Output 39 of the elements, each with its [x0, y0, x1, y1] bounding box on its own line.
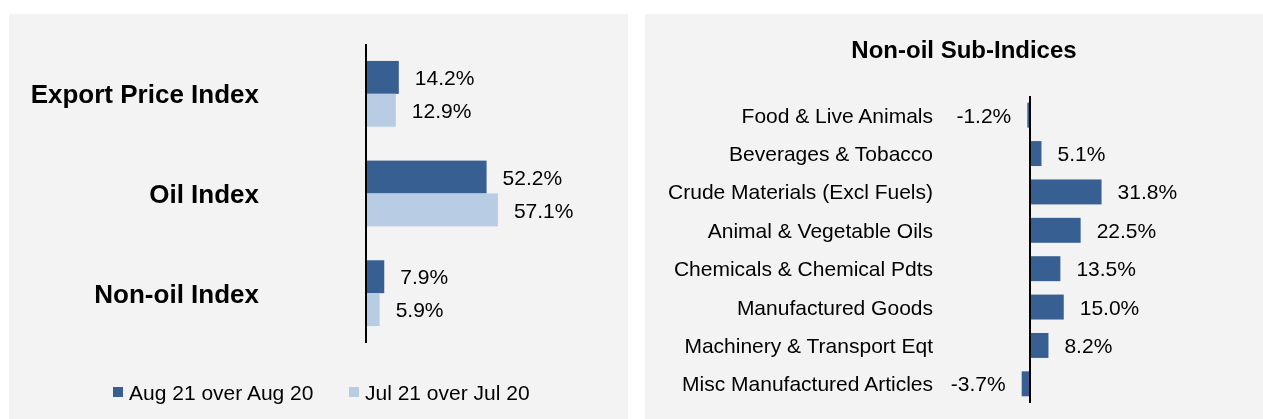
data-label: -3.7% [950, 372, 1006, 396]
data-label: 8.2% [1064, 334, 1113, 357]
y-tick-label: Oil Index [149, 178, 260, 209]
data-label: 52.2% [502, 165, 563, 189]
bar [1030, 217, 1081, 243]
y-tick-label: Animal & Vegetable Oils [707, 218, 933, 242]
bar [366, 293, 380, 327]
data-label: 12.9% [411, 98, 472, 122]
bar [1030, 256, 1061, 282]
bar [1030, 294, 1064, 320]
bar [366, 93, 396, 127]
legend-label: Aug 21 over Aug 20 [129, 380, 314, 404]
data-label: 13.5% [1076, 257, 1136, 281]
data-label: 57.1% [513, 198, 574, 222]
bar [366, 160, 487, 194]
y-tick-label: Manufactured Goods [736, 295, 933, 319]
data-label: 7.9% [400, 265, 449, 289]
bar [1030, 332, 1049, 358]
data-label: 5.1% [1057, 142, 1106, 166]
y-tick-label: Misc Manufactured Articles [682, 372, 933, 396]
y-tick-label: Chemicals & Chemical Pdts [673, 257, 933, 281]
y-tick-label: Non-oil Index [94, 278, 260, 309]
data-label: 15.0% [1079, 295, 1140, 319]
chart-title: Non-oil Sub-Indices [851, 35, 1077, 63]
data-label: 5.9% [395, 298, 444, 322]
y-tick-label: Crude Materials (Excl Fuels) [668, 180, 933, 204]
bar [366, 260, 385, 294]
y-tick-label: Export Price Index [30, 79, 260, 110]
bar [1030, 179, 1102, 205]
y-tick-label: Beverages & Tobacco [729, 142, 933, 166]
legend-label: Jul 21 over Jul 20 [365, 380, 530, 404]
y-tick-label: Food & Live Animals [741, 103, 933, 127]
data-label: 31.8% [1117, 180, 1178, 204]
data-label: 22.5% [1096, 218, 1157, 242]
data-label: 14.2% [414, 65, 475, 89]
bar [366, 60, 399, 94]
bar [366, 193, 498, 227]
y-tick-label: Machinery & Transport Eqt [684, 334, 934, 357]
data-label: -1.2% [956, 103, 1012, 127]
